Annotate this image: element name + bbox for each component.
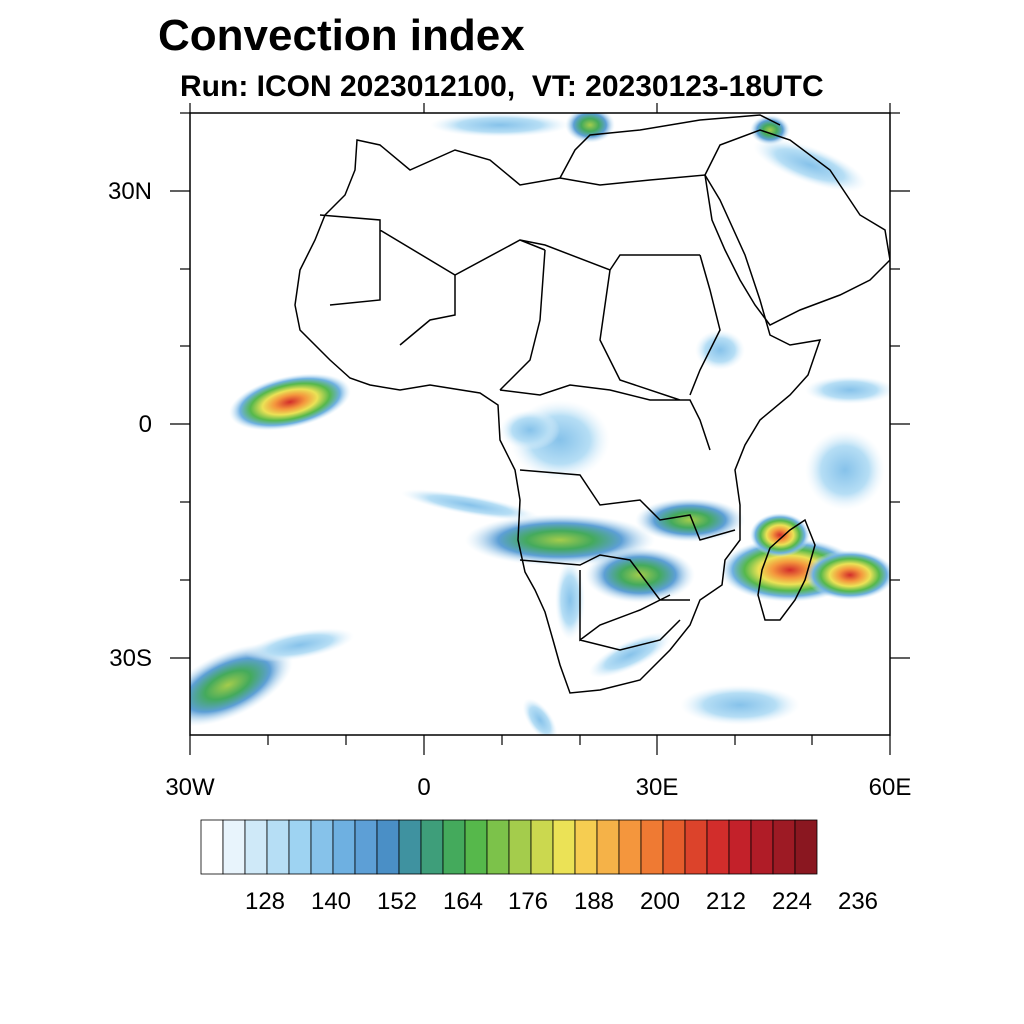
colorbar-swatch — [640, 819, 664, 875]
colorbar-swatch — [398, 819, 422, 875]
colorbar-swatch — [288, 819, 312, 875]
lat-label-0: 0 — [138, 411, 152, 438]
colorbar-swatch — [750, 819, 774, 875]
colorbar-swatch — [222, 819, 246, 875]
colorbar-swatch — [266, 819, 290, 875]
colorbar-swatch — [464, 819, 488, 875]
colorbar-swatch — [420, 819, 444, 875]
colorbar-label: 188 — [573, 888, 615, 915]
colorbar-swatch — [530, 819, 554, 875]
colorbar-label: 200 — [639, 888, 681, 915]
colorbar-swatch — [596, 819, 620, 875]
colorbar-swatch — [662, 819, 686, 875]
colorbar-swatch — [354, 819, 378, 875]
colorbar-swatch — [508, 819, 532, 875]
colorbar-swatch — [332, 819, 356, 875]
map-title: Convection index — [158, 11, 525, 60]
colorbar-swatch — [618, 819, 642, 875]
madagascar-coastline — [757, 518, 816, 621]
colorbar-swatch — [574, 819, 598, 875]
mediterranean-coast — [559, 114, 781, 179]
coastlines — [294, 114, 890, 694]
colorbar-swatch — [552, 819, 576, 875]
colorbar-label: 236 — [837, 888, 879, 915]
convection-atlantic-equatorial — [229, 373, 351, 431]
colorbar-swatch — [728, 819, 752, 875]
colorbar-swatch — [772, 819, 796, 875]
convection-south-atlantic — [190, 643, 293, 727]
colorbar-swatch — [310, 819, 334, 875]
colorbar-swatch — [200, 819, 224, 875]
lon-label-30e: 30E — [635, 774, 679, 801]
lon-label-0: 0 — [417, 774, 431, 801]
colorbar-swatch — [486, 819, 510, 875]
colorbar-swatch — [684, 819, 708, 875]
colorbar-swatch — [376, 819, 400, 875]
colorbar-label: 164 — [442, 888, 484, 915]
colorbar-label: 224 — [771, 888, 813, 915]
colorbar-label: 140 — [310, 888, 352, 915]
colorbar-swatch — [244, 819, 268, 875]
convection-field — [190, 113, 890, 735]
lon-label-60e: 60E — [868, 774, 912, 801]
colorbar-label: 128 — [244, 888, 286, 915]
lon-label-30w: 30W — [165, 774, 215, 801]
lat-label-30s: 30S — [109, 645, 152, 672]
arabia-coastline — [704, 129, 890, 326]
colorbar-swatch — [442, 819, 466, 875]
map-subtitle: Run: ICON 2023012100, VT: 20230123-18UTC — [180, 70, 824, 103]
colorbar-label: 212 — [705, 888, 747, 915]
colorbar — [200, 819, 818, 875]
colorbar-swatch — [706, 819, 730, 875]
colorbar-swatch — [794, 819, 818, 875]
colorbar-label: 152 — [376, 888, 418, 915]
axis-ticks — [170, 103, 910, 755]
colorbar-label: 176 — [507, 888, 549, 915]
lat-label-30n: 30N — [107, 178, 152, 205]
